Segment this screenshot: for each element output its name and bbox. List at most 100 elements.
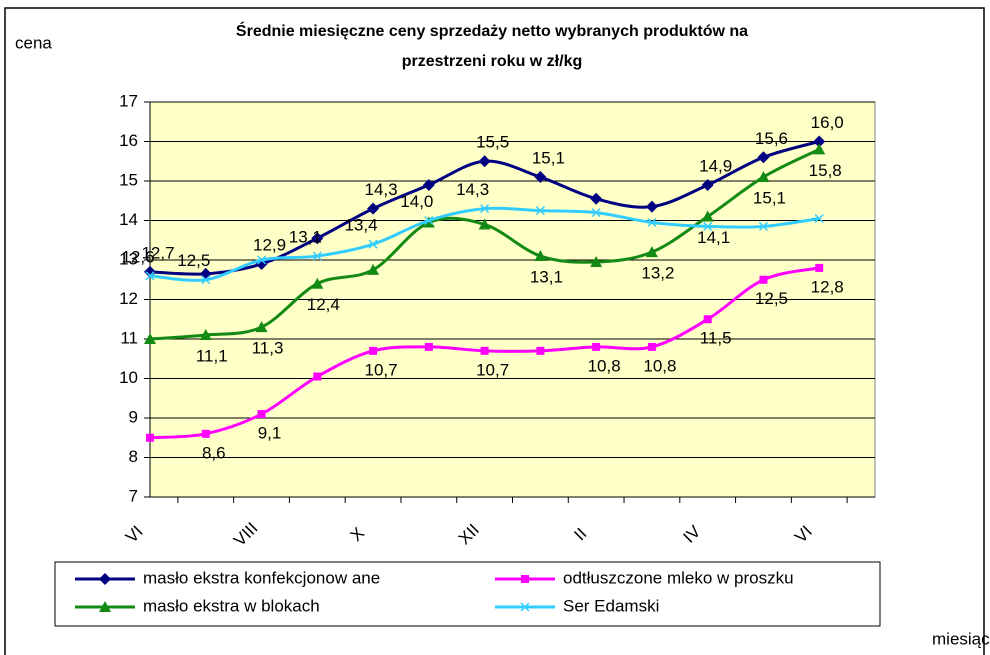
data-point: [368, 239, 378, 249]
data-point: [424, 342, 433, 351]
data-label: 15,1: [753, 189, 786, 208]
data-label: 10,8: [643, 356, 676, 375]
data-label: 15,6: [755, 129, 788, 148]
data-point: [144, 333, 156, 344]
data-label: 12,8: [811, 277, 844, 296]
data-point: [478, 218, 491, 230]
data-point: [367, 263, 380, 275]
y-tick-label: 10: [119, 368, 138, 387]
data-point: [815, 263, 824, 272]
data-point: [201, 429, 210, 438]
y-tick-label: 9: [129, 407, 138, 426]
data-point: [759, 275, 768, 284]
data-point: [367, 202, 380, 215]
legend-label: Ser Edamski: [563, 596, 659, 615]
data-label: 13,1: [530, 268, 563, 287]
data-point: [701, 210, 714, 222]
legend-marker: [521, 575, 529, 583]
y-tick-label: 15: [119, 170, 138, 189]
data-label: 12,6: [121, 247, 154, 266]
y-tick-label: 12: [119, 289, 138, 308]
data-label: 14,0: [400, 192, 433, 211]
data-point: [313, 372, 322, 381]
data-point: [590, 255, 603, 267]
data-point: [592, 342, 601, 351]
data-label: 14,1: [697, 228, 730, 247]
data-label: 12,5: [755, 289, 788, 308]
data-label: 14,3: [365, 180, 398, 199]
data-label: 11,3: [252, 339, 284, 358]
data-point: [703, 221, 713, 231]
data-point: [757, 171, 770, 183]
data-point: [591, 208, 601, 218]
y-tick-label: 13: [119, 249, 138, 268]
data-point: [312, 251, 322, 261]
data-label: 12,4: [307, 295, 340, 314]
x-axis-label: miesiąc: [932, 629, 990, 648]
data-point: [480, 204, 490, 214]
data-point: [814, 213, 824, 224]
data-point: [422, 178, 435, 191]
data-label: 14,3: [456, 180, 489, 199]
data-point: [311, 232, 324, 245]
data-label: 12,5: [177, 251, 210, 270]
data-label: 12,7: [141, 243, 174, 262]
data-point: [590, 192, 603, 205]
data-label: 8,6: [202, 443, 226, 462]
data-point: [758, 221, 768, 231]
data-label: 13,1: [289, 228, 322, 247]
data-point: [255, 321, 268, 333]
y-tick-label: 17: [119, 91, 138, 110]
data-label: 11,1: [196, 347, 228, 366]
data-point: [701, 178, 714, 191]
data-point: [478, 155, 491, 168]
data-point: [645, 246, 658, 258]
data-label: 13,2: [641, 264, 674, 283]
data-label: 10,7: [476, 360, 509, 379]
data-point: [645, 200, 658, 213]
data-point: [536, 346, 545, 355]
data-point: [257, 410, 266, 419]
legend: [54, 561, 881, 627]
y-tick-label: 7: [129, 486, 138, 505]
y-tick-label: 16: [119, 131, 138, 150]
legend-marker: [99, 601, 111, 612]
legend-marker: [99, 573, 111, 585]
data-point: [369, 346, 378, 355]
legend-marker: [520, 602, 530, 612]
data-label: 15,5: [476, 133, 509, 152]
data-point: [424, 215, 434, 226]
data-label: 10,8: [588, 356, 621, 375]
data-point: [813, 135, 826, 148]
chart-title: przestrzeni roku w zł/kg: [402, 53, 582, 70]
data-label: 15,8: [809, 161, 842, 180]
data-point: [146, 433, 154, 442]
data-point: [257, 255, 267, 265]
data-point: [757, 151, 770, 164]
data-label: 13,4: [345, 216, 378, 235]
y-tick-label: 14: [119, 210, 138, 229]
data-point: [480, 346, 489, 355]
data-point: [145, 271, 155, 281]
data-point: [647, 342, 656, 351]
data-point: [311, 277, 324, 289]
data-point: [813, 143, 826, 155]
legend-label: masło ekstra w blokach: [143, 596, 320, 615]
data-point: [703, 315, 712, 324]
y-tick-label: 11: [120, 328, 138, 347]
legend-label: masło ekstra konfekcjonow ane: [143, 568, 380, 587]
data-label: 14,9: [699, 156, 732, 175]
y-axis-label: cena: [15, 33, 52, 52]
data-point: [534, 171, 547, 184]
data-point: [201, 275, 211, 285]
data-point: [534, 250, 547, 262]
y-tick-label: 8: [129, 447, 138, 466]
chart-title: Średnie miesięczne ceny sprzedaży netto …: [236, 21, 748, 40]
data-point: [199, 329, 212, 341]
data-label: 12,9: [253, 235, 286, 254]
data-label: 15,1: [532, 149, 565, 168]
legend-label: odtłuszczone mleko w proszku: [563, 568, 794, 587]
data-label: 9,1: [258, 424, 282, 443]
data-label: 10,7: [365, 360, 398, 379]
